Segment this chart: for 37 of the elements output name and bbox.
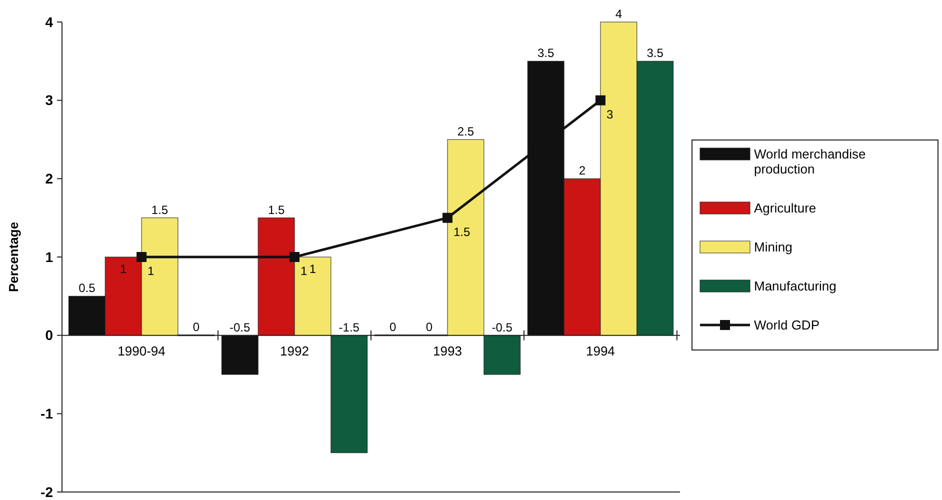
data-label: 1.5 xyxy=(268,202,285,217)
y-tick-label: 3 xyxy=(45,92,54,108)
y-tick-label: 1 xyxy=(45,248,54,265)
data-label: 1 xyxy=(309,262,316,276)
data-label: 1.5 xyxy=(453,224,470,239)
y-tick-label: 4 xyxy=(45,14,54,30)
y-tick-label: -2 xyxy=(40,484,54,500)
data-label: 3.5 xyxy=(537,46,554,60)
y-tick-label: -1 xyxy=(40,406,54,422)
data-label: 4 xyxy=(615,7,622,21)
data-label: 0 xyxy=(426,320,433,334)
data-label: 1.5 xyxy=(151,202,168,217)
data-label: 3 xyxy=(606,107,614,122)
data-label: 0 xyxy=(192,320,200,334)
legend-label: World GDP xyxy=(754,318,820,333)
x-tick-label: 1993 xyxy=(433,343,462,358)
y-tick-label: 0 xyxy=(45,327,54,344)
x-tick-label: 1990-94 xyxy=(118,343,166,358)
legend-label: Manufacturing xyxy=(754,278,836,294)
legend-label: World merchandise production xyxy=(754,146,866,177)
data-label: -0.5 xyxy=(492,320,513,334)
data-label: 0 xyxy=(390,320,397,334)
data-label: 0.5 xyxy=(78,281,96,296)
y-tick-label: 2 xyxy=(45,170,54,187)
x-tick-label: 1992 xyxy=(280,343,309,358)
data-label: 1 xyxy=(148,264,155,278)
legend-label: Mining xyxy=(754,240,792,255)
y-axis-title: Percentage xyxy=(6,222,21,292)
data-label: -1.5 xyxy=(338,320,360,334)
legend-label: Agriculture xyxy=(754,200,816,216)
data-label: 2.5 xyxy=(457,124,474,138)
data-label: 2 xyxy=(578,164,586,178)
x-tick-label: 1994 xyxy=(586,343,615,358)
data-label: 1 xyxy=(120,262,127,276)
data-label: 1 xyxy=(300,264,308,278)
data-label: 3.5 xyxy=(646,46,664,60)
data-label: -0.5 xyxy=(230,320,251,334)
